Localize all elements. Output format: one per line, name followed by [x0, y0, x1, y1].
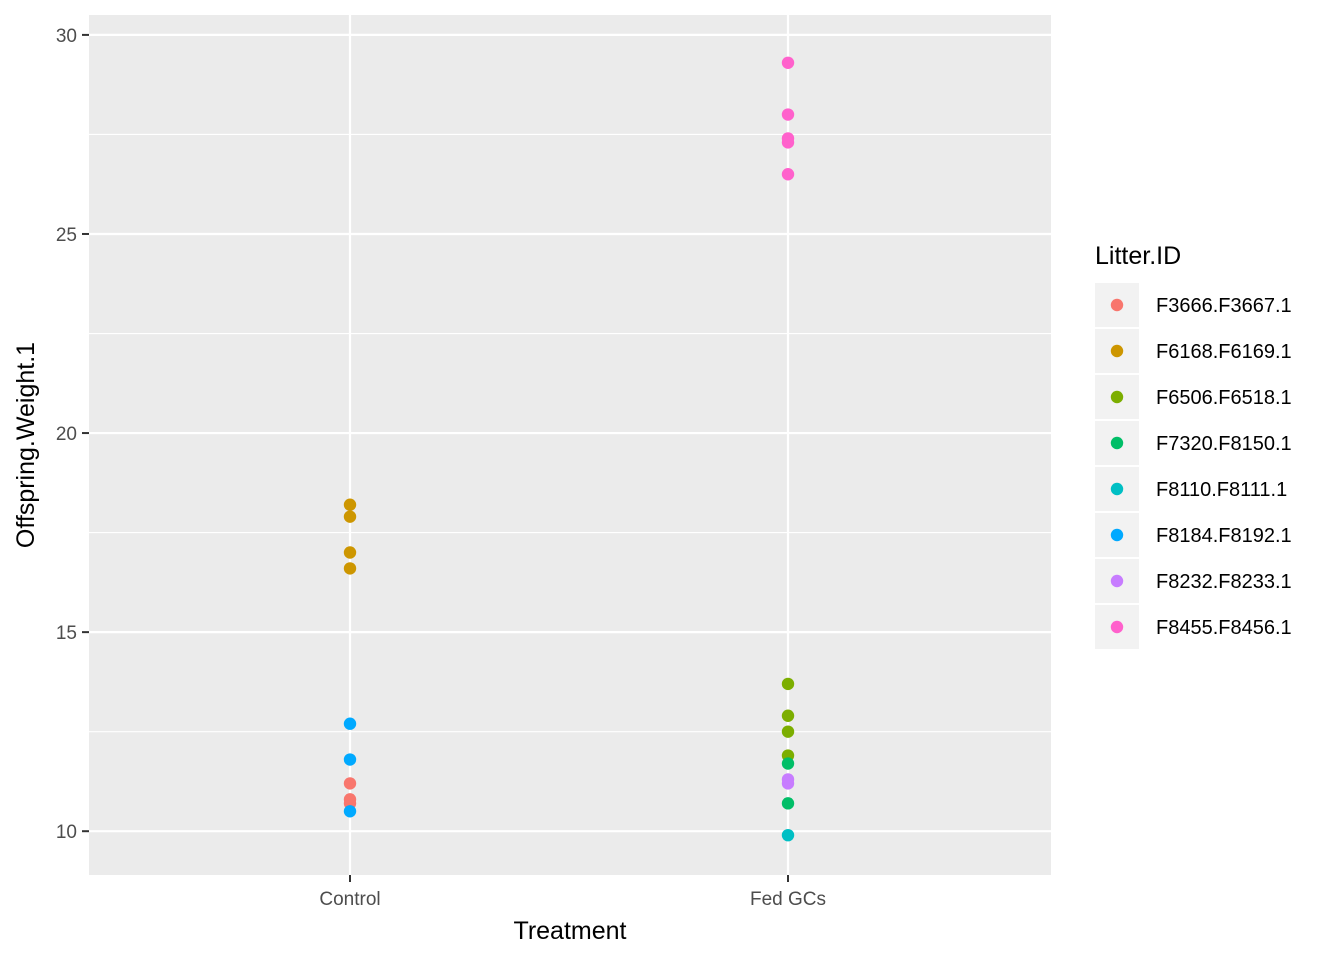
- legend-label: F6168.F6169.1: [1156, 341, 1292, 363]
- data-point: [343, 562, 357, 575]
- data-point: [343, 546, 357, 559]
- x-tick-label: Control: [319, 889, 380, 910]
- legend-label: F8110.F8111.1: [1156, 479, 1287, 501]
- y-tick-label: 25: [56, 225, 77, 246]
- legend-label: F7320.F8150.1: [1156, 433, 1292, 455]
- legend-swatch: [1110, 390, 1124, 404]
- data-point: [343, 753, 357, 766]
- data-point: [343, 805, 357, 818]
- legend-title: Litter.ID: [1095, 242, 1181, 270]
- y-tick-label: 30: [56, 26, 77, 47]
- legend-swatch: [1110, 528, 1124, 542]
- data-point: [343, 510, 357, 523]
- data-points: [343, 56, 795, 842]
- y-axis: 10 15 20 25 30: [56, 26, 89, 843]
- x-tick-label: Fed GCs: [750, 889, 826, 910]
- legend-items: F3666.F3667.1 F6168.F6169.1 F6506.F6518.1 F…: [1095, 283, 1292, 649]
- x-axis-title: Treatment: [513, 917, 626, 945]
- data-point: [781, 677, 795, 691]
- legend-swatch: [1110, 344, 1124, 358]
- data-point: [343, 498, 357, 511]
- legend-label: F6506.F6518.1: [1156, 387, 1292, 409]
- data-point: [781, 797, 795, 810]
- data-point: [343, 717, 357, 730]
- data-point: [781, 56, 795, 69]
- legend-label: F8455.F8456.1: [1156, 617, 1292, 639]
- legend-swatch: [1110, 298, 1124, 312]
- data-point: [781, 136, 795, 149]
- data-point: [781, 725, 795, 738]
- data-point: [781, 108, 795, 121]
- x-axis: Control Fed GCs: [319, 875, 826, 910]
- data-point: [781, 709, 795, 722]
- y-tick-label: 20: [56, 424, 77, 445]
- data-point: [781, 828, 795, 842]
- legend-swatch: [1110, 436, 1124, 450]
- y-axis-title: Offspring.Weight.1: [12, 342, 40, 548]
- y-tick-label: 10: [56, 822, 77, 843]
- plot-panel: [89, 15, 1051, 875]
- y-tick-label: 15: [56, 623, 77, 644]
- legend: Litter.ID F3666.F3667.1 F6168.F6169.1 F650…: [1095, 242, 1292, 649]
- data-point: [343, 777, 357, 790]
- minor-gridlines: [89, 133, 1051, 733]
- legend-label: F3666.F3667.1: [1156, 295, 1292, 317]
- major-gridlines: [89, 15, 1051, 875]
- legend-swatch: [1110, 574, 1124, 588]
- data-point: [781, 168, 795, 181]
- legend-swatch: [1110, 620, 1124, 634]
- data-point: [781, 777, 795, 790]
- legend-label: F8184.F8192.1: [1156, 525, 1292, 547]
- legend-swatch: [1110, 482, 1124, 496]
- legend-label: F8232.F8233.1: [1156, 571, 1292, 593]
- data-point: [781, 757, 795, 770]
